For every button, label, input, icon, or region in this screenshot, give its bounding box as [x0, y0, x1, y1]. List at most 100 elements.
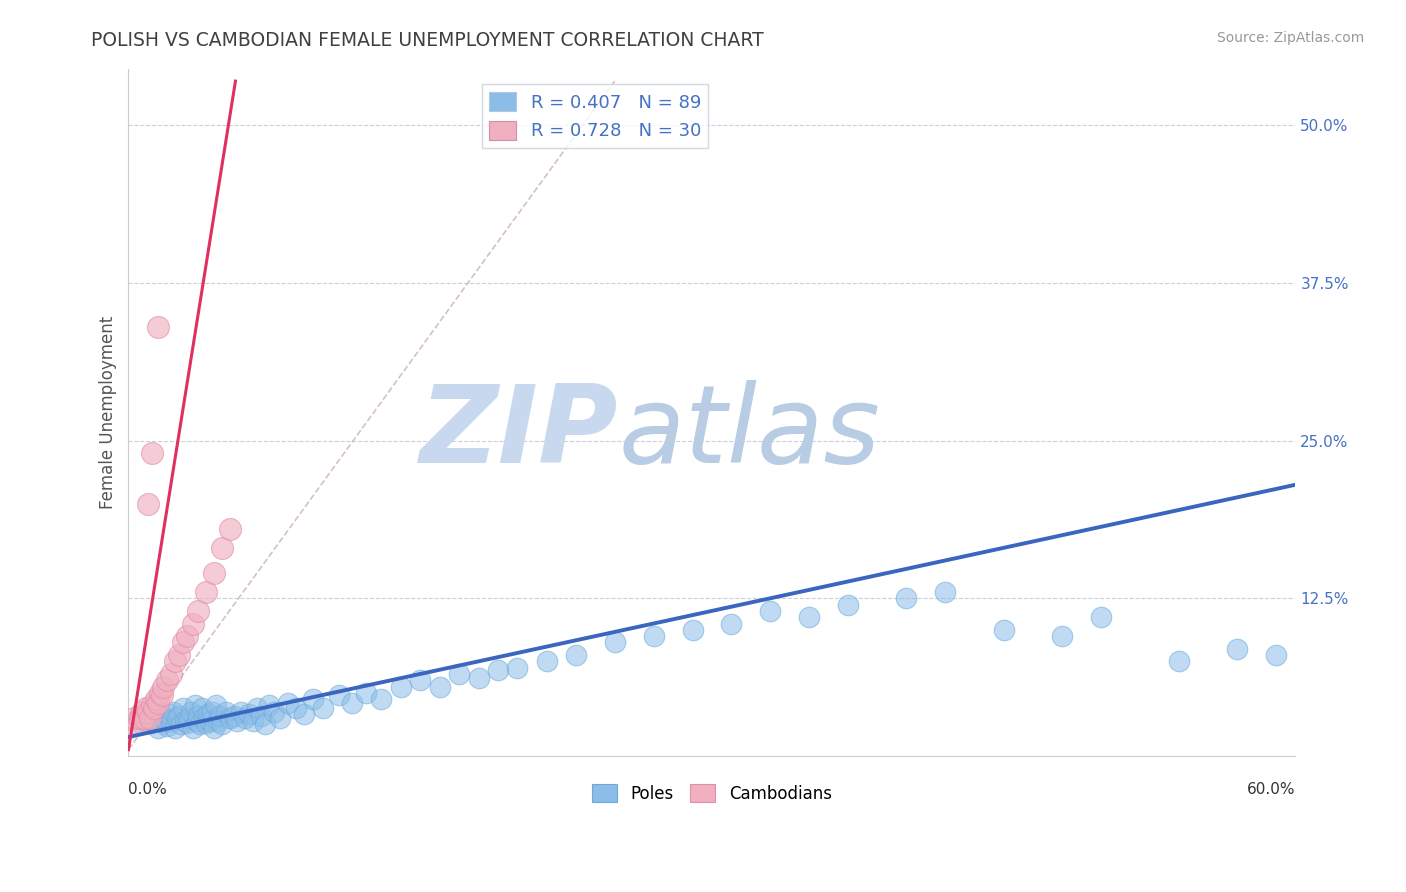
Point	[141, 446, 163, 460]
Point	[565, 648, 588, 662]
Text: Source: ZipAtlas.com: Source: ZipAtlas.com	[1216, 31, 1364, 45]
Point	[222, 708, 245, 723]
Point	[799, 610, 821, 624]
Point	[682, 623, 704, 637]
Point	[141, 698, 163, 713]
Point	[233, 711, 256, 725]
Point	[170, 717, 193, 731]
Point	[253, 717, 276, 731]
Point	[201, 705, 224, 719]
Point	[207, 714, 229, 728]
Point	[136, 497, 159, 511]
Point	[172, 701, 194, 715]
Point	[603, 635, 626, 649]
Point	[208, 708, 231, 723]
Point	[215, 705, 238, 719]
Point	[1167, 654, 1189, 668]
Point	[155, 712, 177, 726]
Point	[370, 692, 392, 706]
Point	[187, 708, 209, 723]
Point	[467, 671, 489, 685]
Point	[190, 717, 212, 731]
Point	[312, 701, 335, 715]
Point	[139, 711, 162, 725]
Point	[145, 711, 167, 725]
Point	[242, 714, 264, 728]
Point	[132, 711, 155, 725]
Point	[177, 711, 200, 725]
Point	[197, 707, 219, 722]
Legend: R = 0.407   N = 89, R = 0.728   N = 30: R = 0.407 N = 89, R = 0.728 N = 30	[482, 85, 709, 148]
Point	[257, 698, 280, 713]
Point	[643, 629, 665, 643]
Point	[993, 623, 1015, 637]
Point	[127, 711, 149, 725]
Point	[176, 716, 198, 731]
Point	[152, 680, 174, 694]
Point	[187, 604, 209, 618]
Text: ZIP: ZIP	[420, 380, 619, 486]
Point	[146, 320, 169, 334]
Point	[218, 522, 240, 536]
Point	[166, 711, 188, 725]
Point	[1226, 641, 1249, 656]
Point	[193, 711, 215, 725]
Point	[896, 591, 918, 606]
Point	[142, 714, 165, 728]
Point	[136, 708, 159, 723]
Point	[277, 696, 299, 710]
Point	[246, 701, 269, 715]
Point	[141, 705, 163, 719]
Point	[1265, 648, 1288, 662]
Point	[145, 692, 167, 706]
Point	[429, 680, 451, 694]
Point	[127, 717, 149, 731]
Point	[1050, 629, 1073, 643]
Point	[139, 716, 162, 731]
Point	[162, 705, 184, 719]
Point	[156, 673, 179, 688]
Point	[136, 705, 159, 719]
Point	[146, 696, 169, 710]
Point	[167, 648, 190, 662]
Point	[292, 707, 315, 722]
Point	[211, 541, 233, 555]
Point	[328, 689, 350, 703]
Point	[131, 717, 153, 731]
Y-axis label: Female Unemployment: Female Unemployment	[100, 316, 117, 508]
Point	[135, 701, 157, 715]
Point	[172, 635, 194, 649]
Point	[934, 585, 956, 599]
Point	[720, 616, 742, 631]
Point	[191, 701, 214, 715]
Point	[173, 714, 195, 728]
Point	[131, 705, 153, 719]
Point	[202, 721, 225, 735]
Point	[146, 721, 169, 735]
Point	[249, 708, 271, 723]
Point	[186, 714, 208, 728]
Point	[205, 698, 228, 713]
Text: POLISH VS CAMBODIAN FEMALE UNEMPLOYMENT CORRELATION CHART: POLISH VS CAMBODIAN FEMALE UNEMPLOYMENT …	[91, 31, 763, 50]
Point	[759, 604, 782, 618]
Point	[263, 705, 285, 719]
Point	[231, 705, 253, 719]
Point	[167, 708, 190, 723]
Point	[124, 711, 146, 725]
Point	[195, 585, 218, 599]
Point	[226, 714, 249, 728]
Point	[180, 705, 202, 719]
Point	[165, 654, 187, 668]
Point	[389, 680, 412, 694]
Point	[129, 711, 152, 725]
Point	[149, 707, 172, 722]
Point	[157, 707, 180, 722]
Point	[354, 686, 377, 700]
Point	[1090, 610, 1112, 624]
Point	[150, 689, 173, 703]
Point	[160, 714, 183, 728]
Point	[156, 719, 179, 733]
Point	[149, 686, 172, 700]
Point	[449, 667, 471, 681]
Point	[198, 714, 221, 728]
